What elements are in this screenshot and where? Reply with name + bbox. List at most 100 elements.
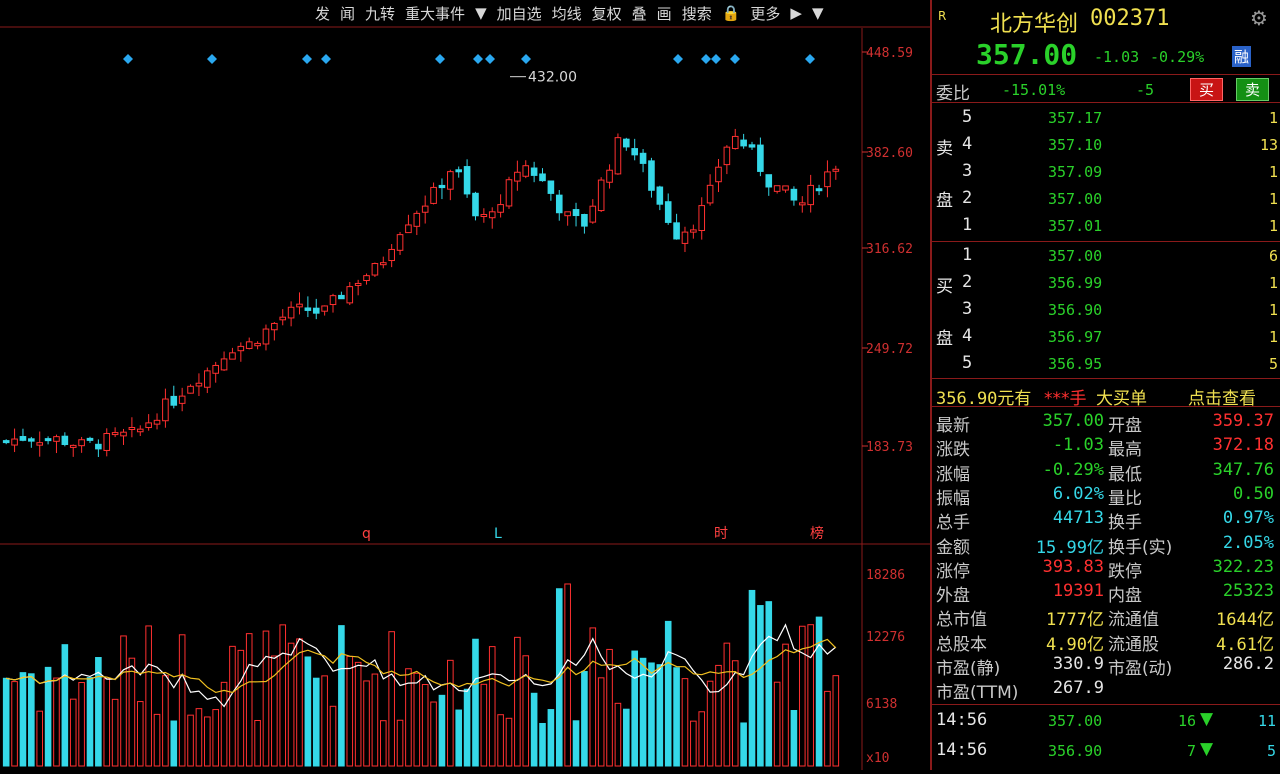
volume-bar [782, 643, 789, 767]
candle-body [346, 286, 354, 304]
volume-bar [245, 633, 253, 767]
stat-value: 372.18 [1212, 435, 1274, 456]
candle-body [363, 275, 370, 282]
bid-level-row[interactable]: 3 356.90 1 [932, 297, 1280, 321]
volume-bar [338, 625, 345, 767]
toolbar-item-3[interactable]: 重大事件 [405, 4, 466, 23]
volume-bar [480, 683, 488, 767]
volume-bar [606, 648, 613, 767]
stat-value: 44713 [1052, 508, 1104, 529]
toolbar-item-5[interactable]: 加自选 [496, 4, 542, 23]
volume-ma-line [6, 623, 837, 708]
candle-body [547, 180, 555, 194]
toolbar-item-1[interactable]: 闻 [340, 4, 356, 23]
volume-bar [723, 642, 731, 767]
toolbar-item-14[interactable]: ▼ [811, 4, 824, 22]
ask-level-row[interactable]: 2 357.00 1 [932, 186, 1280, 210]
candle-body [472, 192, 479, 217]
volume-bar [455, 709, 463, 767]
volume-bar [547, 709, 555, 767]
tick-volume: 16 [1177, 712, 1196, 730]
stat-value: 4.61亿 [1216, 634, 1274, 655]
candle-body [706, 184, 714, 204]
candle-body [178, 395, 186, 404]
toolbar-item-11[interactable]: 🔒 [721, 4, 741, 22]
event-diamond-icon [521, 54, 531, 64]
candle-body [204, 370, 211, 388]
order-ratio-pct: -15.01% [1002, 81, 1066, 99]
toolbar-item-13[interactable]: ▶ [790, 4, 802, 22]
toolbar-item-4[interactable]: ▼ [475, 4, 487, 22]
volume-bar [296, 638, 303, 767]
volume-bar [488, 646, 496, 767]
order-ratio-label: 委比 [936, 84, 970, 104]
bid-level-row[interactable]: 5 356.95 5 [932, 351, 1280, 375]
candle-body [631, 148, 638, 156]
toolbar-item-12[interactable]: 更多 [750, 4, 781, 23]
ask-level-row[interactable]: 1 357.01 1 [932, 213, 1280, 237]
candle-body [773, 185, 781, 192]
candle-body [153, 419, 161, 425]
price-axis-label: 316.62 [866, 242, 913, 257]
candle-body [698, 205, 706, 232]
candle-body [296, 303, 303, 308]
bid-level-num: 2 [962, 272, 973, 292]
big-order-link[interactable]: 点击查看 [1188, 389, 1256, 409]
bid-level-row[interactable]: 1 357.00 6 [932, 243, 1280, 267]
toolbar-item-9[interactable]: 画 [656, 4, 672, 23]
candle-body [2, 440, 10, 444]
volume-bar [664, 620, 672, 767]
volume-ma-line [6, 638, 837, 694]
toolbar-item-10[interactable]: 搜索 [681, 4, 712, 23]
toolbar-item-6[interactable]: 均线 [551, 4, 582, 23]
ask-level-row[interactable]: 3 357.09 1 [932, 159, 1280, 183]
kline-chart-area[interactable]: 448.59 382.60 316.62 249.72 183.73 18286 12276… [0, 0, 930, 770]
candle-body [589, 205, 597, 223]
bid-level-row[interactable]: 2 356.99 1 [932, 270, 1280, 294]
last-price: 357.00 [976, 38, 1078, 71]
volume-bar [363, 680, 370, 767]
candle-body [405, 224, 412, 234]
candle-body [463, 166, 471, 195]
volume-bar [212, 709, 219, 767]
ask-level-num: 1 [962, 215, 973, 235]
stat-value: 19391 [1052, 581, 1104, 602]
event-diamond-icon [473, 54, 483, 64]
ask-level-row[interactable]: 4 357.10 13 [932, 132, 1280, 156]
event-marker: 榜 [810, 525, 824, 542]
volume-bar [463, 688, 471, 767]
volume-bar [413, 672, 421, 767]
bid-level-row[interactable]: 4 356.97 1 [932, 324, 1280, 348]
event-diamond-icon [123, 54, 133, 64]
toolbar-item-0[interactable]: 发 [315, 4, 331, 23]
stat-row: 涨停 393.83 跌停 322.23 [932, 555, 1280, 582]
candle-body [555, 194, 563, 214]
sell-button[interactable]: 卖 [1236, 78, 1270, 101]
toolbar-item-8[interactable]: 叠 [631, 4, 647, 23]
buy-button[interactable]: 买 [1190, 78, 1224, 101]
volume-bar [673, 667, 680, 767]
kline-chart[interactable]: 448.59 382.60 316.62 249.72 183.73 18286 12276… [0, 0, 930, 770]
candle-body [304, 307, 312, 311]
toolbar-item-2[interactable]: 九转 [365, 4, 396, 23]
volume-bar [740, 722, 747, 767]
toolbar-item-7[interactable]: 复权 [591, 4, 622, 23]
volume-bar [111, 698, 119, 767]
volume-bar [690, 720, 697, 767]
ask-level-price: 357.09 [1048, 163, 1103, 181]
volume-bar [438, 694, 446, 767]
volume-bar [220, 681, 228, 767]
candle-body [514, 171, 521, 182]
price-axis-label: 382.60 [866, 146, 913, 161]
stat-label: 换手 [1108, 513, 1142, 534]
event-diamond-icon [805, 54, 815, 64]
volume-bar [28, 673, 35, 767]
stat-row: 市盈(静) 330.9 市盈(动) 286.2 [932, 652, 1280, 679]
stat-label: 最新 [936, 416, 970, 436]
stat-value: 322.23 [1212, 556, 1274, 577]
ask-level-row[interactable]: 5 357.17 1 [932, 105, 1280, 129]
stat-label: 市盈(动) [1108, 659, 1173, 679]
stat-label: 总股本 [936, 634, 987, 655]
bid-level-price: 356.95 [1048, 355, 1103, 373]
gear-icon[interactable]: ⚙ [1250, 6, 1268, 30]
